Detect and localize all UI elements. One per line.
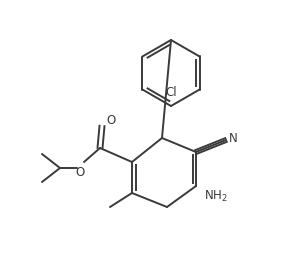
Text: NH$_2$: NH$_2$ bbox=[204, 188, 228, 204]
Text: Cl: Cl bbox=[165, 86, 177, 99]
Text: N: N bbox=[229, 132, 238, 144]
Text: O: O bbox=[106, 114, 115, 127]
Text: O: O bbox=[76, 166, 85, 179]
